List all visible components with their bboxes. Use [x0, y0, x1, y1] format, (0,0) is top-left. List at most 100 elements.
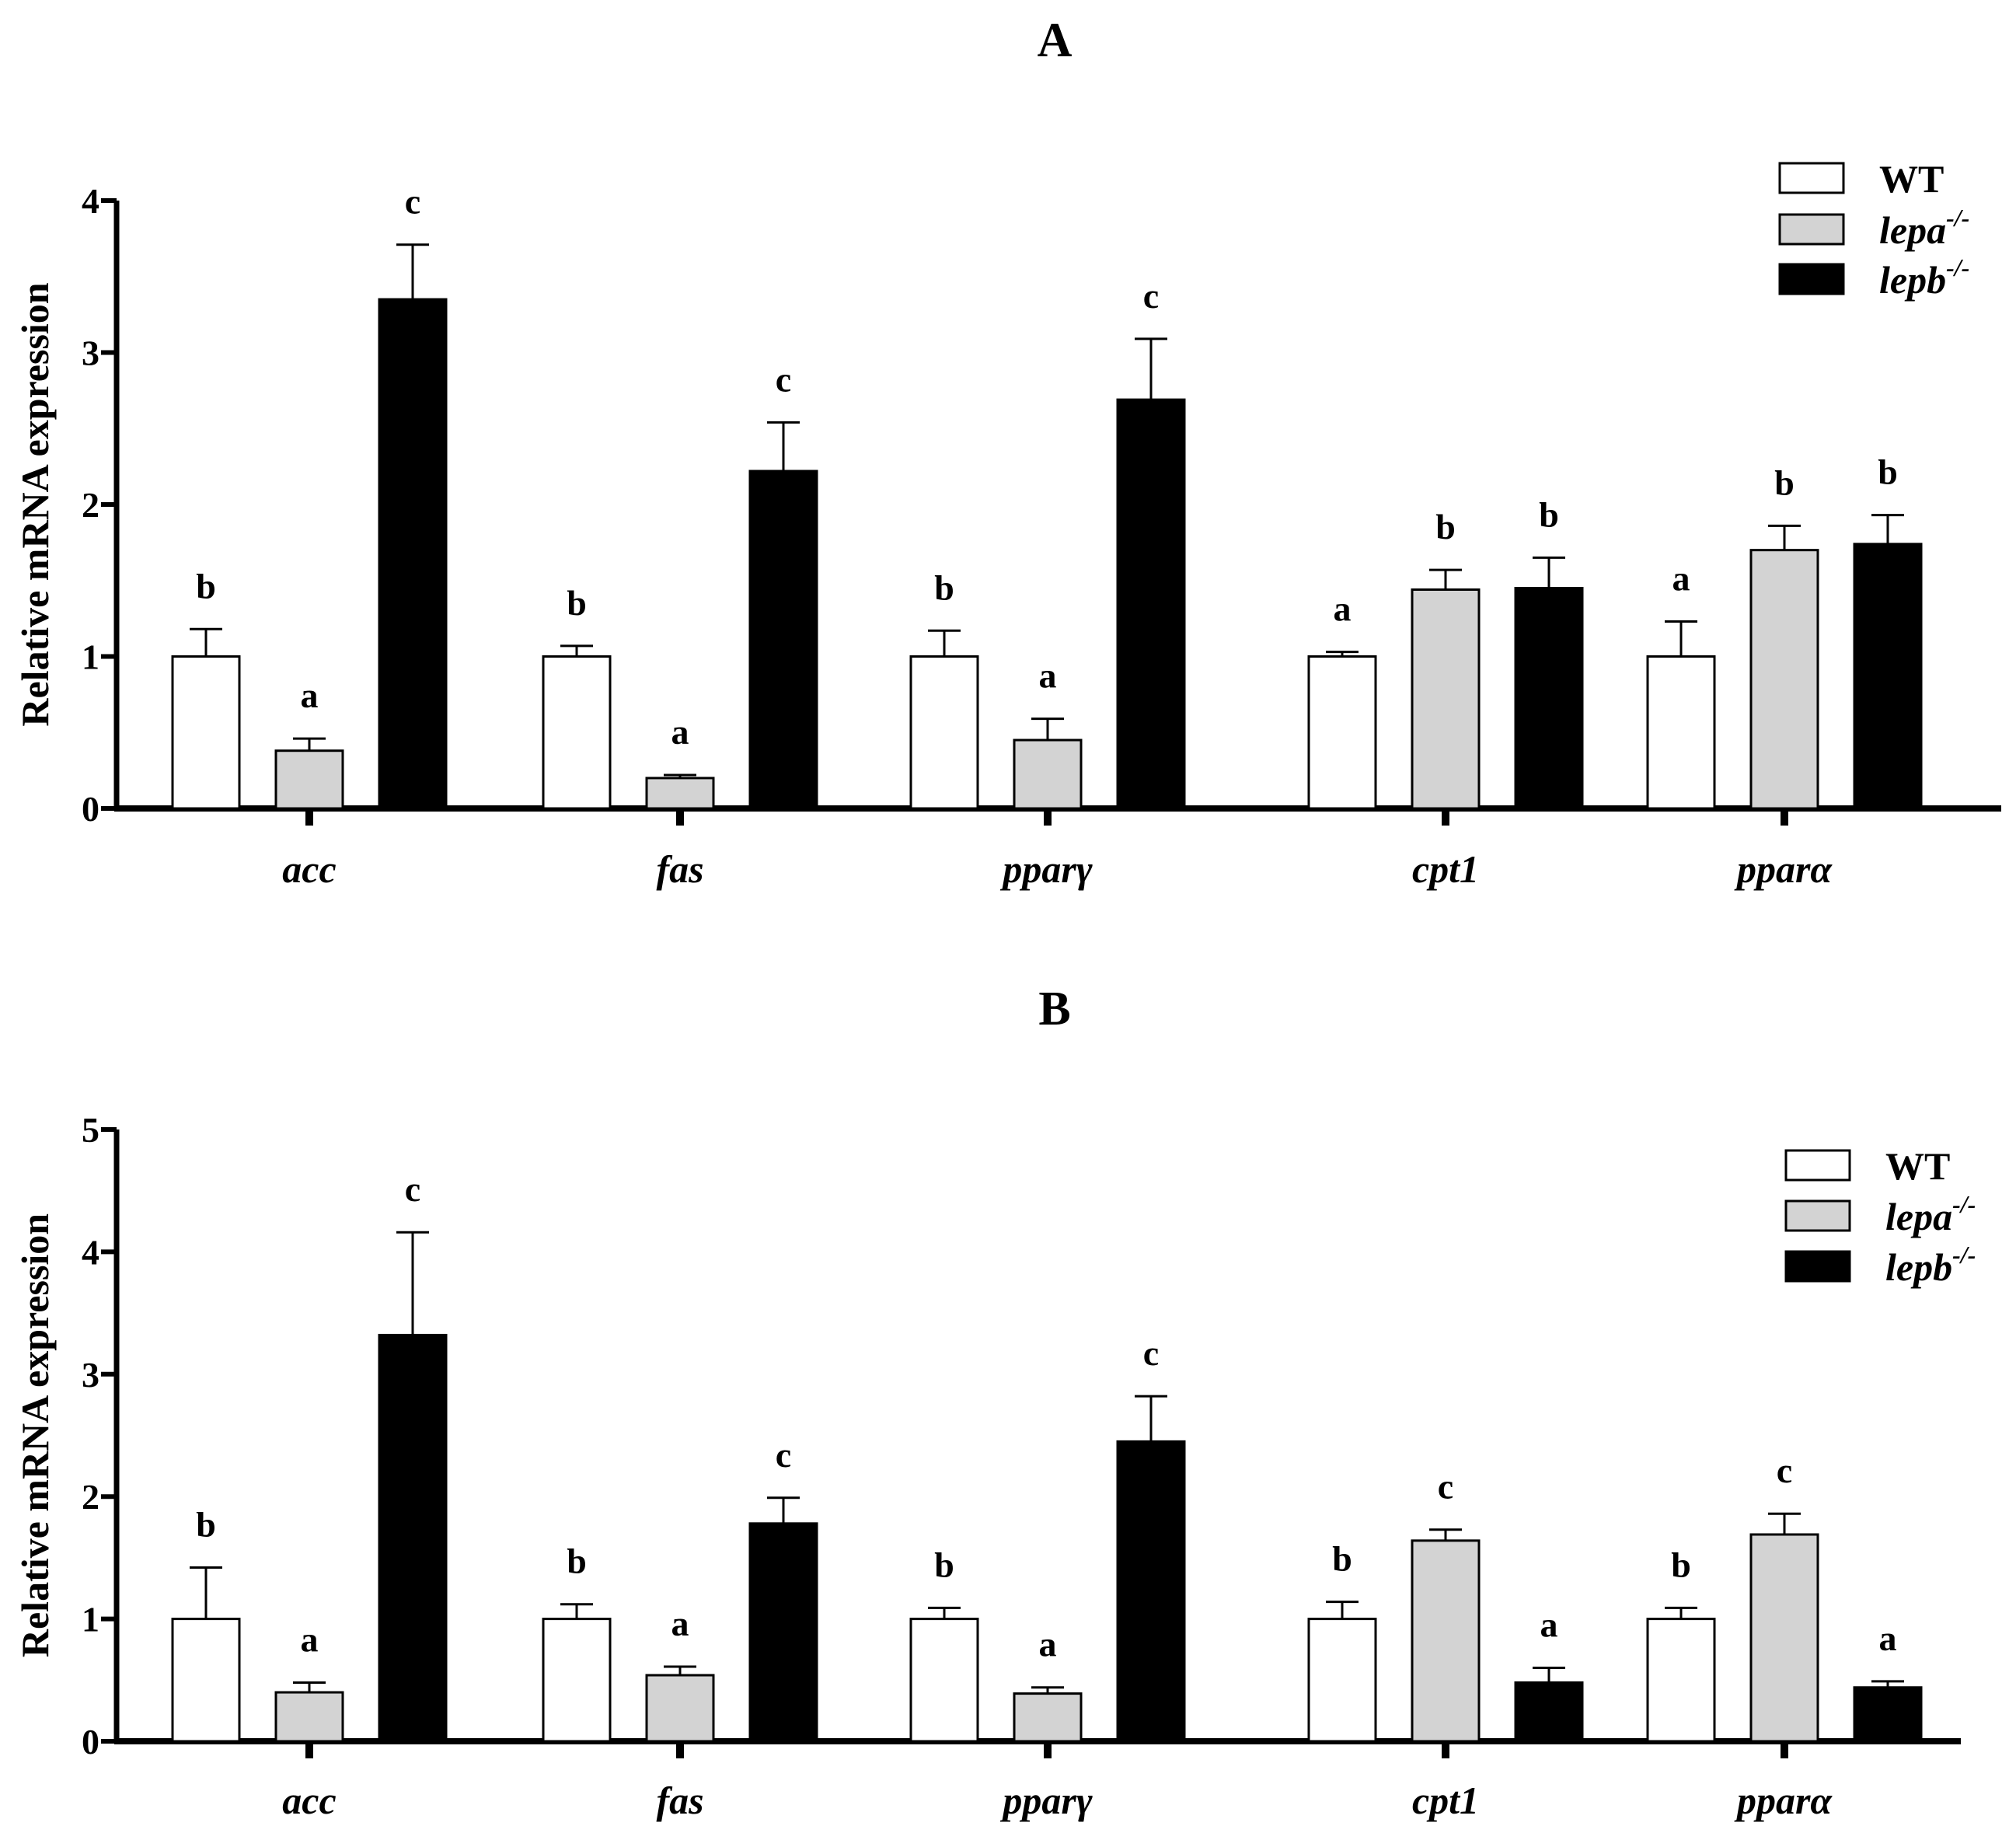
y-tick-label: 1	[82, 1600, 99, 1639]
y-tick-label: 5	[82, 1110, 99, 1150]
y-axis-title: Relative mRNA expression	[13, 1213, 57, 1657]
data-label: c	[1143, 276, 1159, 316]
chart-title: A	[1038, 14, 1073, 67]
bar	[1307, 1618, 1377, 1743]
data-label: c	[776, 359, 791, 399]
bar	[171, 1618, 241, 1743]
y-tick-label: 2	[82, 1477, 99, 1517]
bar	[1749, 1533, 1819, 1743]
data-label: a	[1039, 1625, 1057, 1664]
data-label: b	[1671, 1545, 1691, 1584]
bar	[171, 655, 241, 810]
data-label: a	[1039, 656, 1057, 696]
y-tick-label: 3	[82, 333, 99, 373]
data-label: c	[1777, 1451, 1792, 1490]
data-label: b	[1332, 1539, 1352, 1579]
legend-entry-superscript: -/-	[1952, 1241, 1976, 1269]
bar	[909, 655, 979, 810]
y-tick-label: 1	[82, 637, 99, 677]
bar	[645, 777, 715, 810]
data-label: b	[567, 1541, 587, 1581]
legend-entry: WT	[1885, 1144, 1950, 1188]
data-label: c	[405, 182, 420, 222]
x-tick-label: pparγ	[999, 847, 1092, 891]
x-tick-label: pparγ	[999, 1779, 1092, 1822]
bar	[645, 1674, 715, 1743]
x-tick-label: pparα	[1734, 847, 1833, 891]
bar	[1116, 398, 1186, 810]
legend-swatch	[1784, 1199, 1851, 1232]
bar	[1307, 655, 1377, 810]
bar	[748, 1522, 818, 1743]
bar	[1013, 1692, 1083, 1743]
y-tick-label: 0	[82, 1722, 99, 1761]
data-label: a	[1334, 589, 1352, 629]
data-label: a	[301, 1619, 319, 1659]
data-label: b	[1539, 494, 1559, 534]
legend-entry-name: lepa	[1879, 208, 1946, 252]
data-label: b	[1774, 463, 1795, 502]
data-label: c	[1143, 1333, 1159, 1373]
bar	[542, 655, 612, 810]
y-tick-label: 4	[82, 1232, 99, 1272]
legend-entry: lepa-/-	[1885, 1190, 1976, 1238]
data-label: b	[934, 567, 954, 607]
bar	[1013, 738, 1083, 810]
legend-entry-superscript: -/-	[1946, 253, 1969, 281]
bar	[274, 749, 344, 810]
legend-entry-name: lepb	[1879, 258, 1946, 302]
x-tick-label: fas	[656, 847, 703, 891]
bar	[909, 1618, 979, 1743]
bar	[1749, 549, 1819, 810]
data-label: b	[196, 1504, 216, 1544]
legend-entry-superscript: -/-	[1952, 1190, 1976, 1218]
bar	[1853, 1686, 1923, 1743]
legend-entry: lepb-/-	[1879, 253, 1969, 302]
data-label: b	[1878, 452, 1898, 492]
data-label: c	[776, 1435, 791, 1475]
bar	[274, 1691, 344, 1743]
x-tick-label: acc	[282, 847, 336, 891]
data-label: c	[405, 1169, 420, 1209]
legend-entry-name: WT	[1885, 1144, 1950, 1188]
legend-swatch	[1778, 263, 1845, 295]
data-label: a	[301, 676, 319, 715]
data-label: b	[934, 1545, 954, 1584]
x-tick-label: cpt1	[1412, 1779, 1479, 1822]
legend-swatch	[1784, 1250, 1851, 1283]
data-label: a	[1879, 1618, 1897, 1658]
data-label: b	[1435, 507, 1456, 546]
bar	[748, 470, 818, 810]
bar	[1853, 543, 1923, 810]
legend-entry: WT	[1879, 157, 1944, 201]
x-tick-label: pparα	[1734, 1779, 1833, 1822]
data-label: b	[196, 566, 216, 606]
legend-entry: lepa-/-	[1879, 204, 1969, 252]
y-tick-label: 4	[82, 181, 99, 221]
x-tick-label: fas	[656, 1779, 703, 1822]
data-label: b	[567, 583, 587, 623]
chart-title: B	[1038, 983, 1070, 1035]
y-tick-label: 2	[82, 485, 99, 525]
legend-swatch	[1778, 162, 1845, 194]
legend-entry-name: lepb	[1885, 1245, 1952, 1289]
data-label: c	[1438, 1467, 1453, 1507]
legend-swatch	[1784, 1149, 1851, 1182]
bar	[1116, 1440, 1186, 1743]
legend-entry-name: WT	[1879, 157, 1944, 201]
y-tick-label: 0	[82, 789, 99, 829]
bar	[1411, 588, 1481, 810]
x-tick-label: acc	[282, 1779, 336, 1822]
data-label: a	[671, 1604, 689, 1643]
data-label: a	[671, 712, 689, 752]
x-tick-label: cpt1	[1412, 847, 1479, 891]
bar	[378, 298, 448, 810]
bar	[1514, 1681, 1584, 1743]
bar	[1514, 587, 1584, 810]
bar	[1411, 1539, 1481, 1743]
data-label: a	[1672, 559, 1690, 599]
y-axis-title: Relative mRNA expression	[13, 282, 57, 726]
